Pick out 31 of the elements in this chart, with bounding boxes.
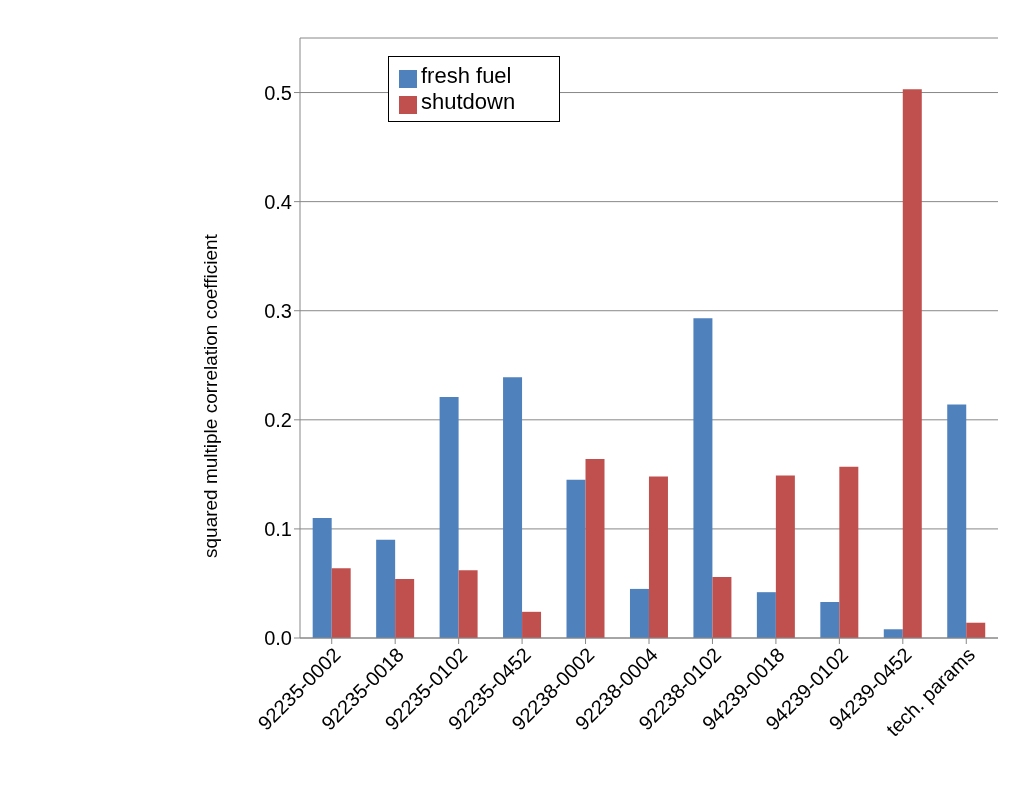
y-tick-label: 0.5	[264, 81, 292, 104]
bar	[566, 479, 586, 638]
bar	[820, 602, 840, 638]
bar	[839, 466, 859, 638]
bar	[966, 622, 986, 638]
y-tick-label: 0.3	[264, 299, 292, 322]
bar	[947, 404, 967, 638]
bar	[585, 459, 605, 638]
bar	[458, 570, 478, 638]
legend-label: fresh fuel	[421, 63, 512, 88]
y-tick-label: 0.4	[264, 190, 292, 213]
y-tick-label: 0.1	[264, 518, 292, 541]
y-tick-label: 0.2	[264, 408, 292, 431]
legend-label: shutdown	[421, 89, 516, 114]
bar	[693, 318, 713, 638]
y-axis-title: squared multiple correlation coefficient	[199, 233, 221, 558]
bar	[503, 377, 523, 638]
bar	[331, 568, 351, 638]
bar	[522, 611, 542, 638]
y-tick-label: 0.0	[264, 627, 292, 650]
bar	[395, 579, 415, 638]
bar	[439, 396, 459, 638]
bar	[883, 629, 903, 638]
bar	[902, 89, 922, 638]
bar	[712, 576, 732, 638]
bar	[756, 592, 776, 638]
bar	[629, 588, 649, 638]
bar	[775, 475, 795, 638]
bar	[376, 539, 396, 638]
bar	[312, 518, 332, 638]
bar	[648, 476, 668, 638]
